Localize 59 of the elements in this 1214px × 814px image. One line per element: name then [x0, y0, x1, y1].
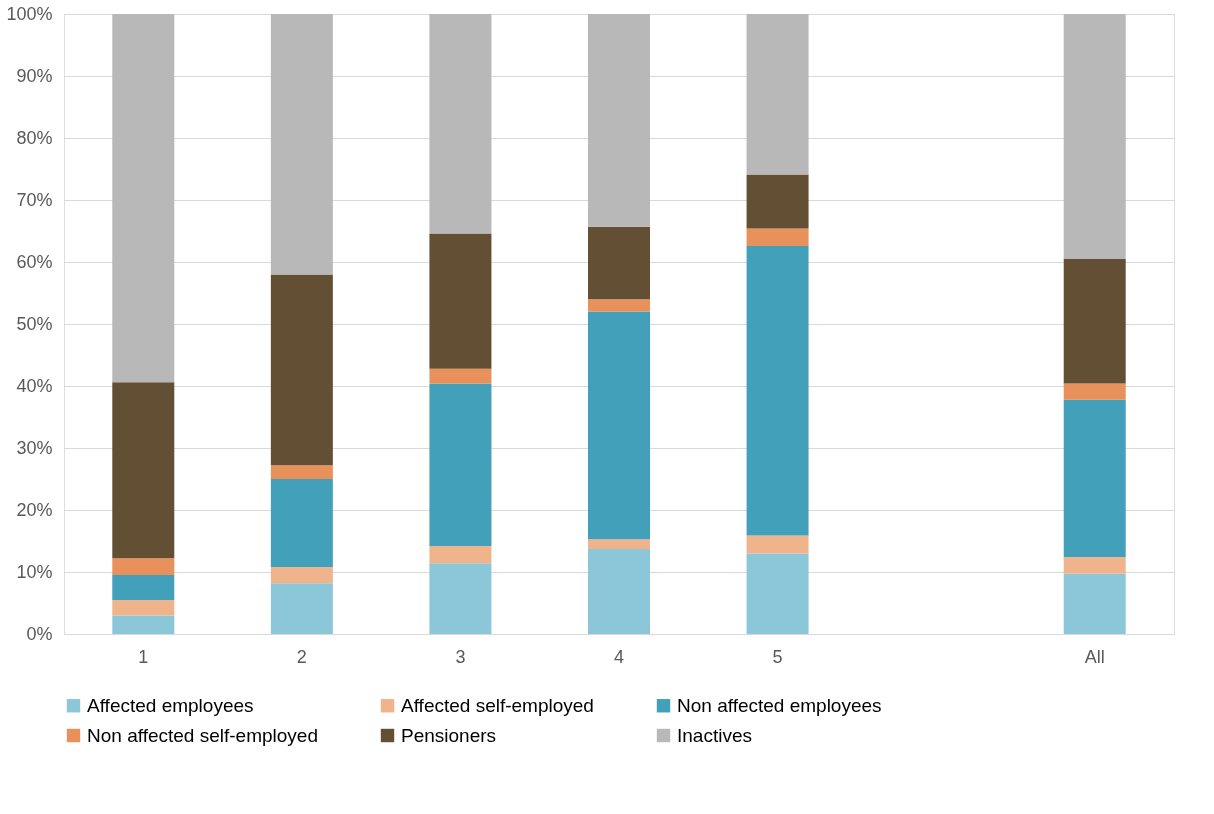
bar — [112, 382, 175, 559]
bar — [1063, 258, 1126, 384]
x-tick-label: 4 — [613, 646, 625, 667]
y-tick-label: 40% — [16, 375, 53, 396]
bar — [1063, 573, 1126, 634]
y-tick-label: 80% — [16, 127, 53, 148]
bar — [588, 299, 650, 312]
legend-label: Inactives — [677, 724, 752, 746]
y-tick-label: 30% — [16, 437, 53, 458]
bar — [746, 535, 809, 554]
bar — [1063, 399, 1126, 558]
legend-label: Non affected employees — [677, 694, 882, 716]
bar — [1063, 383, 1126, 400]
bar — [588, 549, 650, 634]
bar — [746, 174, 809, 229]
bar — [746, 245, 809, 536]
bar — [270, 274, 333, 466]
x-tick-label: 5 — [772, 646, 783, 667]
bar — [429, 233, 492, 369]
y-tick-label: 20% — [16, 499, 53, 520]
bar — [429, 383, 492, 546]
y-tick-label: 60% — [16, 251, 53, 272]
bar — [112, 14, 175, 383]
x-tick-label: 1 — [138, 646, 149, 667]
bar — [1063, 557, 1126, 574]
x-tick-label: All — [1084, 646, 1105, 667]
bar — [429, 14, 492, 234]
bar — [112, 575, 175, 600]
bar — [746, 553, 809, 634]
x-tick-label: 2 — [296, 646, 307, 667]
bar — [588, 14, 650, 227]
legend-label: Pensioners — [401, 724, 497, 746]
legend-label: Non affected self-employed — [87, 724, 318, 746]
bar — [429, 563, 492, 634]
bar — [429, 368, 492, 384]
bar — [270, 14, 333, 275]
bar — [588, 539, 650, 550]
bar — [746, 228, 809, 246]
y-tick-label: 10% — [16, 561, 53, 582]
y-tick-label: 0% — [26, 623, 53, 644]
bar — [746, 14, 809, 175]
bar — [112, 558, 175, 576]
bar — [588, 226, 650, 300]
y-tick-label: 100% — [6, 3, 53, 24]
bar — [270, 567, 333, 584]
bar — [588, 311, 650, 540]
bar — [112, 615, 175, 634]
bar — [429, 545, 492, 564]
y-tick-label: 90% — [16, 65, 53, 86]
x-tick-label: 3 — [455, 646, 466, 667]
bar — [270, 465, 333, 479]
bar — [112, 599, 175, 616]
bar — [270, 583, 333, 634]
legend-label: Affected self-employed — [401, 694, 594, 716]
legend-label: Affected employees — [87, 694, 254, 716]
y-tick-label: 50% — [16, 313, 53, 334]
bar — [1063, 14, 1126, 259]
y-tick-label: 70% — [16, 189, 53, 210]
bar — [270, 479, 333, 568]
